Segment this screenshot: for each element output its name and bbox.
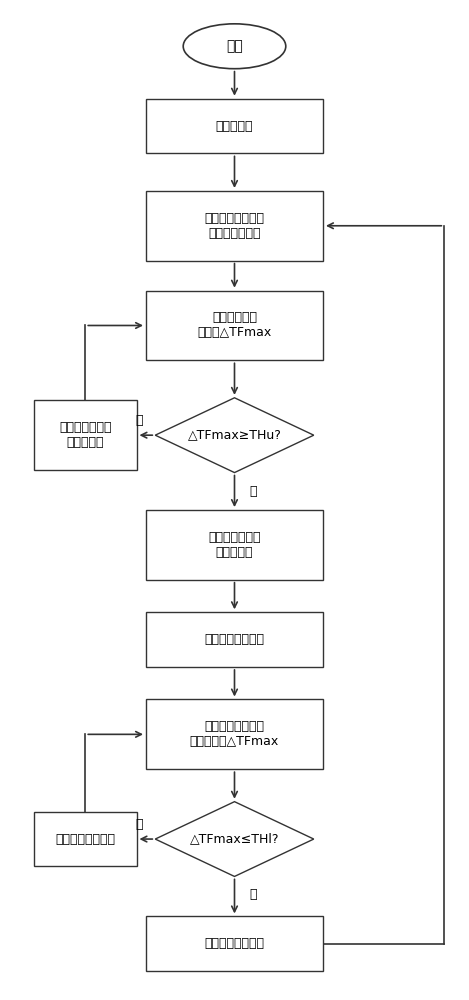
- FancyBboxPatch shape: [34, 812, 136, 866]
- Polygon shape: [155, 398, 314, 473]
- Text: 否: 否: [135, 818, 143, 831]
- Text: 获取温度上升
最大值△TFmax: 获取温度上升 最大值△TFmax: [197, 311, 272, 339]
- Text: 数字符号匹配识别: 数字符号匹配识别: [204, 937, 265, 950]
- FancyBboxPatch shape: [146, 916, 323, 971]
- Text: 当前温度值作为
历史温度值: 当前温度值作为 历史温度值: [208, 531, 261, 559]
- FancyBboxPatch shape: [146, 510, 323, 580]
- FancyBboxPatch shape: [146, 291, 323, 360]
- FancyBboxPatch shape: [146, 699, 323, 769]
- Text: 确定起始坐标位置: 确定起始坐标位置: [204, 633, 265, 646]
- Text: △TFmax≥THu?: △TFmax≥THu?: [188, 429, 281, 442]
- Text: 是: 是: [250, 888, 257, 901]
- Text: 获取下一时刻温度
上升最大值△TFmax: 获取下一时刻温度 上升最大值△TFmax: [190, 720, 279, 748]
- Text: 开始: 开始: [226, 39, 243, 53]
- Text: 否: 否: [135, 414, 143, 427]
- Ellipse shape: [183, 24, 286, 69]
- FancyBboxPatch shape: [146, 191, 323, 261]
- FancyBboxPatch shape: [34, 400, 136, 470]
- Text: 确定移动坐标位置: 确定移动坐标位置: [55, 833, 115, 846]
- Text: 参数初始化: 参数初始化: [216, 120, 253, 133]
- Text: 定时读取各个温度
采集点的温度值: 定时读取各个温度 采集点的温度值: [204, 212, 265, 240]
- FancyBboxPatch shape: [146, 612, 323, 667]
- Text: 是: 是: [250, 485, 257, 498]
- Text: 当前温度值作为
历史温度值: 当前温度值作为 历史温度值: [59, 421, 112, 449]
- Text: △TFmax≤THl?: △TFmax≤THl?: [190, 833, 279, 846]
- FancyBboxPatch shape: [146, 99, 323, 153]
- Polygon shape: [155, 802, 314, 876]
